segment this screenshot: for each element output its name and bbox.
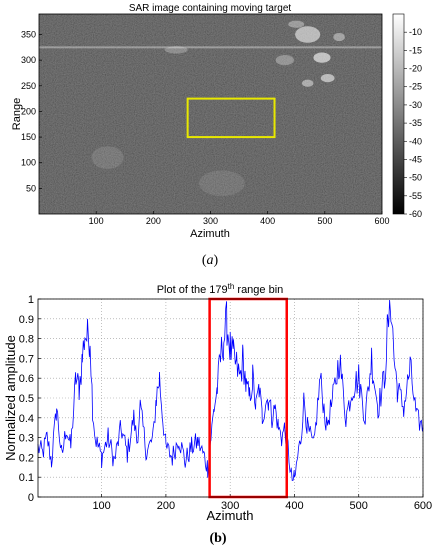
line-y-tick-label: 0.8 [19,334,34,346]
sar-scatterer-5 [164,46,188,54]
sar-axis-ticks: 100 200 300 400 500 600 50 100 150 200 250 300 350 [21,30,390,226]
line-x-tick-label: 300 [221,500,239,512]
line-y-tick-label: 0.3 [19,433,34,445]
line-x-tick-label: 400 [285,500,303,512]
sar-image-speckle [39,14,382,214]
sar-y-tick-label: 350 [21,30,36,40]
colorbar-tick-label: -40 [409,136,422,146]
line-axis-ticks: 100 200 300 400 500 600 0 0.1 0.2 0.3 0.4 0.5 0.6 0.7… [19,294,432,512]
colorbar-tick-label: -55 [409,191,422,201]
colorbar-tick-label: -30 [409,100,422,110]
sar-y-tick-label: 100 [21,158,36,168]
sar-y-tick-label: 200 [21,106,36,116]
line-y-axis-label: Normalized amplitude [3,335,18,461]
sar-scatterer-7 [288,20,305,28]
sar-y-axis-label: Range [11,98,23,130]
colorbar-ticks: -10 -15 -20 -25 -30 -35 -40 -45 -50 -55 -60 [404,27,422,219]
sar-scatterer-6 [333,32,345,42]
line-y-tick-label: 0.2 [19,452,34,464]
line-x-tick-label: 500 [350,500,368,512]
colorbar-tick-label: -25 [409,82,422,92]
sar-y-tick-label: 150 [21,132,36,142]
sar-image [39,14,382,214]
colorbar-tick-label: -10 [409,27,422,37]
sar-scatterer-2 [320,74,335,83]
sar-y-tick-label: 300 [21,55,36,65]
colorbar-tick-label: -60 [409,209,422,219]
sar-x-tick-label: 400 [260,216,275,226]
colorbar-tick-label: -20 [409,64,422,74]
sar-bright-line [39,46,382,49]
line-y-tick-label: 0.4 [19,413,34,425]
line-y-tick-label: 0.5 [19,393,34,405]
line-x-tick-label: 200 [157,500,175,512]
line-y-tick-label: 0.7 [19,353,34,365]
sar-y-tick-label: 50 [26,183,36,193]
caption-a: (a) [202,253,219,268]
sar-x-tick-label: 200 [146,216,161,226]
sar-scatterer-3 [301,79,314,87]
sar-scatterer-4 [275,55,294,66]
sar-x-tick-label: 600 [374,216,389,226]
colorbar-tick-label: -50 [409,173,422,183]
line-y-tick-label: 0.9 [19,314,34,326]
sar-bright-scatterers [39,20,382,197]
sar-scatterer-8 [91,146,124,169]
line-y-tick-label: 0.6 [19,373,34,385]
caption-b: (b) [209,531,226,546]
sar-scatterer-9 [199,170,245,197]
colorbar-tick-label: -15 [409,45,422,55]
sar-panel: SAR image containing moving target 100 20… [11,3,422,268]
line-axes-frame [37,298,424,498]
line-panel: Plot of the 179th range bin 100 200 300 400… [3,282,432,546]
sar-scatterer-1 [313,52,331,63]
line-x-axis-label: Azimuth [207,508,254,523]
colorbar [392,13,405,215]
line-y-tick-label: 1 [28,294,34,306]
sar-x-tick-label: 500 [317,216,332,226]
colorbar-tick-label: -35 [409,118,422,128]
line-grid [38,298,424,498]
sar-x-tick-label: 100 [89,216,104,226]
line-x-tick-label: 600 [414,500,432,512]
sar-scatterer-0 [295,26,321,43]
line-y-tick-label: 0 [28,492,34,504]
sar-y-tick-label: 250 [21,81,36,91]
line-title: Plot of the 179th range bin [157,282,284,296]
sar-x-tick-label: 300 [203,216,218,226]
sar-title: SAR image containing moving target [129,3,292,14]
colorbar-tick-label: -45 [409,154,422,164]
amplitude-series-line [37,299,424,482]
line-x-tick-label: 100 [92,500,110,512]
sar-highlight-box [186,97,276,139]
line-y-tick-label: 0.1 [19,472,34,484]
sar-x-axis-label: Azimuth [190,228,230,240]
